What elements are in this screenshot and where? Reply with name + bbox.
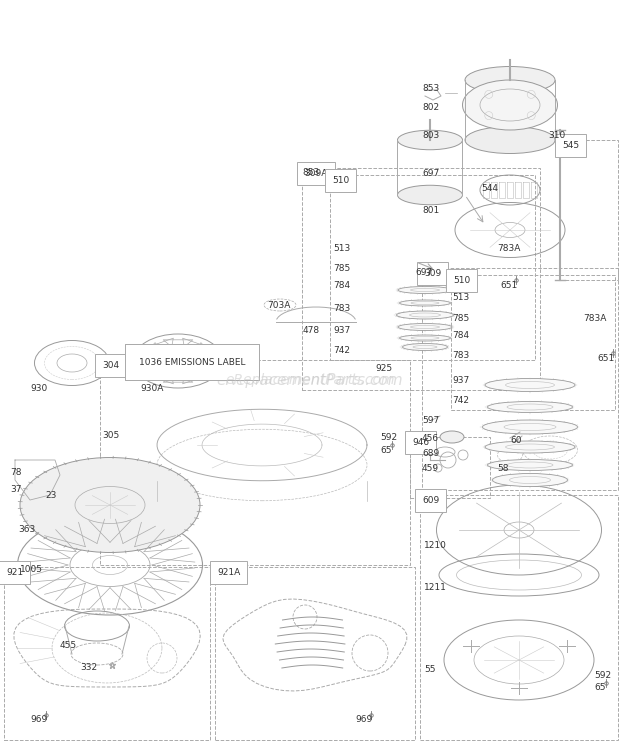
- Text: 651: 651: [500, 280, 517, 289]
- Text: 309A: 309A: [304, 169, 327, 178]
- Bar: [422, 268, 618, 490]
- Text: 60: 60: [510, 435, 521, 444]
- Ellipse shape: [465, 66, 555, 94]
- Ellipse shape: [399, 335, 451, 341]
- Ellipse shape: [397, 130, 463, 150]
- Text: 921A: 921A: [217, 568, 240, 577]
- Text: 305: 305: [102, 431, 119, 440]
- Bar: [410, 437, 490, 498]
- Text: 65: 65: [594, 684, 606, 693]
- Text: 478: 478: [303, 326, 320, 335]
- Text: 783: 783: [333, 304, 350, 312]
- Ellipse shape: [463, 80, 557, 130]
- Text: 459: 459: [422, 464, 439, 472]
- Bar: [215, 567, 415, 740]
- Text: 597: 597: [422, 415, 439, 425]
- Text: 785: 785: [452, 313, 469, 322]
- Text: 946: 946: [412, 438, 429, 447]
- Text: 783A: 783A: [583, 313, 606, 322]
- Text: 784: 784: [452, 330, 469, 339]
- Text: 697: 697: [422, 168, 439, 178]
- Ellipse shape: [399, 300, 451, 306]
- Text: 332: 332: [80, 664, 97, 673]
- Text: 545: 545: [562, 141, 579, 150]
- Ellipse shape: [397, 311, 453, 319]
- Text: 609: 609: [422, 496, 439, 505]
- Text: 697: 697: [415, 268, 432, 277]
- Text: 703A: 703A: [267, 301, 290, 310]
- Ellipse shape: [402, 344, 448, 350]
- Text: 853: 853: [422, 83, 439, 92]
- Ellipse shape: [485, 441, 575, 453]
- Ellipse shape: [465, 126, 555, 153]
- Text: 783A: 783A: [497, 243, 520, 252]
- Text: 937: 937: [452, 376, 469, 385]
- Text: 1036 EMISSIONS LABEL: 1036 EMISSIONS LABEL: [139, 358, 246, 367]
- Text: 1210: 1210: [424, 540, 447, 550]
- Text: 1005: 1005: [20, 565, 43, 574]
- Bar: [420, 495, 618, 740]
- Text: 363: 363: [18, 525, 35, 534]
- Text: 689: 689: [422, 449, 439, 458]
- Text: 921: 921: [6, 568, 23, 577]
- Text: 802: 802: [422, 103, 439, 112]
- Text: 651: 651: [597, 353, 614, 362]
- Text: 309: 309: [424, 269, 441, 278]
- Ellipse shape: [398, 286, 452, 293]
- Text: 969: 969: [355, 716, 372, 725]
- Text: 455: 455: [60, 641, 77, 650]
- Bar: [330, 175, 535, 360]
- Text: 510: 510: [332, 176, 349, 185]
- Ellipse shape: [482, 420, 577, 434]
- Text: 65: 65: [380, 446, 391, 455]
- Text: eReplacementParts.com: eReplacementParts.com: [225, 373, 395, 387]
- Ellipse shape: [397, 185, 463, 205]
- Ellipse shape: [487, 460, 572, 470]
- Bar: [302, 168, 540, 390]
- Ellipse shape: [398, 324, 452, 330]
- Text: 1211: 1211: [424, 583, 447, 591]
- Text: 456: 456: [422, 434, 439, 443]
- Text: 803: 803: [422, 130, 439, 140]
- Bar: [4, 567, 210, 740]
- Text: 930A: 930A: [140, 383, 164, 393]
- Text: 930: 930: [30, 383, 47, 393]
- Text: 513: 513: [333, 243, 350, 252]
- Text: 742: 742: [452, 396, 469, 405]
- Ellipse shape: [485, 379, 575, 391]
- Text: 801: 801: [422, 205, 439, 214]
- Text: 592: 592: [594, 672, 611, 681]
- Ellipse shape: [487, 402, 572, 412]
- Ellipse shape: [440, 431, 464, 443]
- Text: 78: 78: [10, 467, 22, 476]
- Text: 23: 23: [45, 490, 56, 499]
- Text: 304: 304: [102, 361, 119, 370]
- Text: 37: 37: [10, 486, 22, 495]
- Bar: [451, 275, 615, 410]
- Text: 742: 742: [333, 345, 350, 354]
- Text: 544: 544: [481, 184, 498, 193]
- Text: 783: 783: [452, 350, 469, 359]
- Text: 937: 937: [333, 326, 350, 335]
- Bar: [100, 360, 410, 565]
- Text: 513: 513: [452, 292, 469, 301]
- Ellipse shape: [492, 473, 567, 487]
- Text: 1036 EMISSIONS LABEL: 1036 EMISSIONS LABEL: [139, 358, 246, 367]
- Text: 853: 853: [302, 167, 319, 176]
- Text: 55: 55: [424, 665, 435, 675]
- Text: 510: 510: [453, 276, 470, 285]
- Ellipse shape: [20, 458, 200, 553]
- Text: 784: 784: [333, 280, 350, 289]
- Bar: [560, 140, 618, 280]
- Text: 58: 58: [497, 464, 508, 472]
- Text: 925: 925: [375, 364, 392, 373]
- Text: eReplacementParts.com: eReplacementParts.com: [216, 373, 404, 388]
- Text: 785: 785: [333, 263, 350, 272]
- Text: 592: 592: [380, 432, 397, 441]
- Text: 969: 969: [30, 716, 47, 725]
- Text: 310: 310: [548, 130, 565, 140]
